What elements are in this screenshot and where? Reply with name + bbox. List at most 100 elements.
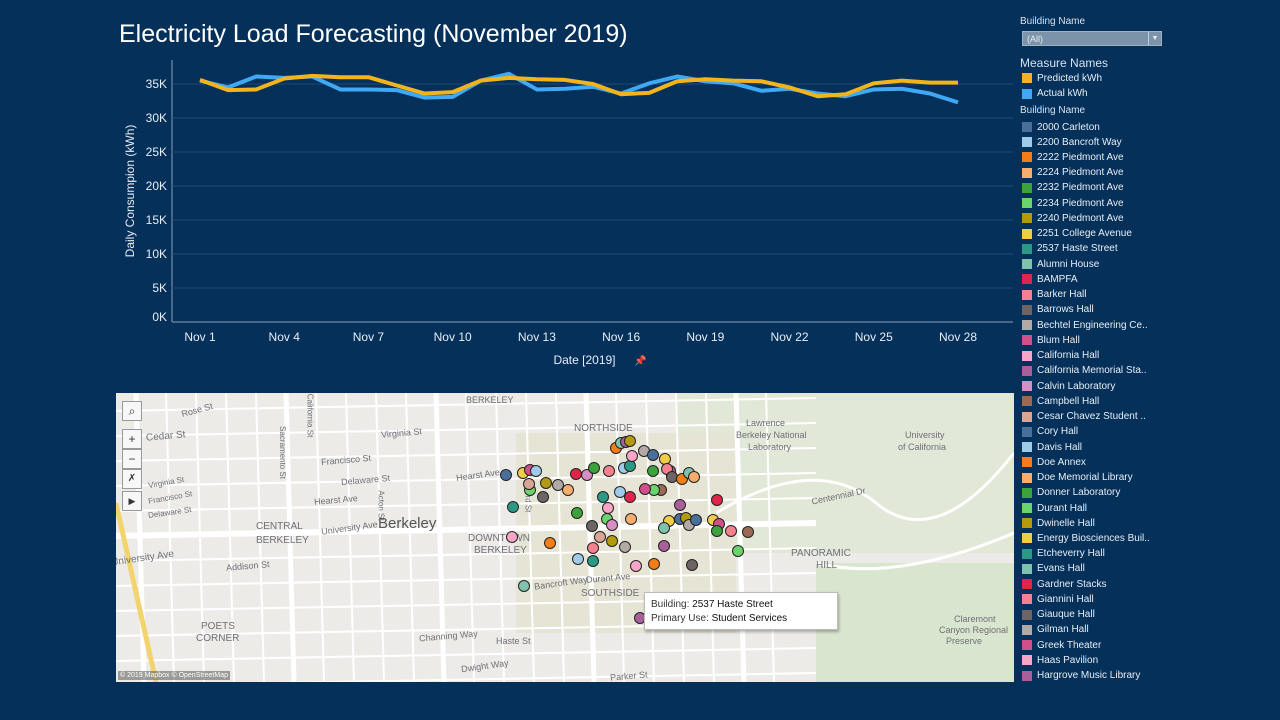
building-marker[interactable]: [625, 513, 637, 525]
building-legend-item[interactable]: 2232 Piedmont Ave: [1022, 181, 1124, 195]
chevron-down-icon[interactable]: ▼: [1148, 32, 1161, 45]
building-marker[interactable]: [562, 484, 574, 496]
building-legend-item[interactable]: 2224 Piedmont Ave: [1022, 166, 1124, 180]
x-tick-label: Nov 4: [269, 330, 301, 344]
zoom-out-button[interactable]: −: [122, 449, 142, 469]
building-marker[interactable]: [588, 462, 600, 474]
building-legend-item[interactable]: 2537 Haste Street: [1022, 242, 1118, 256]
building-marker[interactable]: [594, 531, 606, 543]
building-marker[interactable]: [732, 545, 744, 557]
building-marker[interactable]: [624, 435, 636, 447]
building-marker[interactable]: [523, 478, 535, 490]
building-legend-item[interactable]: Cory Hall: [1022, 425, 1078, 439]
building-legend-item[interactable]: Etcheverry Hall: [1022, 547, 1105, 561]
building-legend-item[interactable]: BAMPFA: [1022, 272, 1078, 286]
building-legend-item[interactable]: Energy Biosciences Buil..: [1022, 531, 1150, 545]
building-legend-item[interactable]: Durant Hall: [1022, 501, 1087, 515]
building-marker[interactable]: [690, 514, 702, 526]
building-legend-item[interactable]: 2234 Piedmont Ave: [1022, 196, 1124, 210]
building-marker[interactable]: [540, 477, 552, 489]
building-marker[interactable]: [626, 450, 638, 462]
series-line-actual-kwh[interactable]: [199, 71, 959, 105]
building-legend-item[interactable]: Alumni House: [1022, 257, 1099, 271]
building-marker[interactable]: [674, 499, 686, 511]
building-legend-item[interactable]: Giauque Hall: [1022, 608, 1095, 622]
building-marker[interactable]: [630, 560, 642, 572]
building-legend-item[interactable]: Doe Memorial Library: [1022, 471, 1133, 485]
building-legend-item[interactable]: Barker Hall: [1022, 288, 1086, 302]
building-filter-dropdown[interactable]: (All) ▼: [1022, 31, 1162, 46]
building-marker[interactable]: [619, 541, 631, 553]
building-marker[interactable]: [507, 501, 519, 513]
building-marker[interactable]: [537, 491, 549, 503]
legend-label: 2222 Piedmont Ave: [1037, 151, 1124, 163]
building-legend-item[interactable]: Davis Hall: [1022, 440, 1082, 454]
building-legend-item[interactable]: Dwinelle Hall: [1022, 516, 1095, 530]
building-legend-item[interactable]: Bechtel Engineering Ce..: [1022, 318, 1148, 332]
building-legend-item[interactable]: Doe Annex: [1022, 455, 1086, 469]
building-legend-item[interactable]: 2222 Piedmont Ave: [1022, 150, 1124, 164]
map-label: NORTHSIDE: [574, 423, 633, 434]
building-marker[interactable]: [530, 465, 542, 477]
building-marker[interactable]: [686, 559, 698, 571]
building-legend-item[interactable]: Greek Theater: [1022, 638, 1101, 652]
building-marker[interactable]: [603, 465, 615, 477]
building-marker[interactable]: [639, 483, 651, 495]
building-legend-item[interactable]: Donner Laboratory: [1022, 486, 1120, 500]
building-marker[interactable]: [648, 558, 660, 570]
building-legend-item[interactable]: Cesar Chavez Student ..: [1022, 410, 1146, 424]
series-line-predicted-kwh[interactable]: [199, 73, 958, 99]
building-marker[interactable]: [725, 525, 737, 537]
building-marker[interactable]: [587, 555, 599, 567]
building-legend-item[interactable]: California Hall: [1022, 349, 1099, 363]
building-legend-item[interactable]: 2240 Piedmont Ave: [1022, 211, 1124, 225]
x-tick-label: Nov 28: [939, 330, 977, 344]
building-marker[interactable]: [606, 535, 618, 547]
building-marker[interactable]: [742, 526, 754, 538]
building-marker[interactable]: [500, 469, 512, 481]
building-marker[interactable]: [624, 491, 636, 503]
building-legend-item[interactable]: Haas Pavilion: [1022, 653, 1098, 667]
building-marker[interactable]: [658, 522, 670, 534]
building-legend-item[interactable]: California Memorial Sta..: [1022, 364, 1146, 378]
building-marker[interactable]: [506, 531, 518, 543]
building-marker[interactable]: [586, 520, 598, 532]
building-marker[interactable]: [647, 449, 659, 461]
building-legend-item[interactable]: Evans Hall: [1022, 562, 1085, 576]
building-marker[interactable]: [658, 540, 670, 552]
building-marker[interactable]: [572, 553, 584, 565]
building-legend-item[interactable]: Hargrove Music Library: [1022, 669, 1140, 683]
building-legend-item[interactable]: Calvin Laboratory: [1022, 379, 1115, 393]
map-label: Lawrence: [746, 418, 786, 428]
building-marker[interactable]: [544, 537, 556, 549]
campus-map[interactable]: BERKELEY Rose St Cedar St Virginia St Franci…: [116, 393, 1014, 682]
building-marker[interactable]: [647, 465, 659, 477]
legend-label: Barker Hall: [1037, 289, 1087, 301]
building-marker[interactable]: [571, 507, 583, 519]
pin-reset-icon[interactable]: ✗: [122, 469, 142, 489]
building-marker[interactable]: [688, 471, 700, 483]
building-marker[interactable]: [518, 580, 530, 592]
map-search-icon[interactable]: ⌕: [122, 401, 142, 421]
building-legend-item[interactable]: 2000 Carleton: [1022, 120, 1100, 134]
building-legend-item[interactable]: Gardner Stacks: [1022, 577, 1106, 591]
building-legend-item[interactable]: Campbell Hall: [1022, 394, 1099, 408]
building-legend-item[interactable]: Blum Hall: [1022, 333, 1080, 347]
building-legend-item[interactable]: Barrows Hall: [1022, 303, 1094, 317]
building-legend-item[interactable]: 2200 Bancroft Way: [1022, 135, 1122, 149]
zoom-in-button[interactable]: +: [122, 429, 142, 449]
building-marker[interactable]: [597, 491, 609, 503]
play-arrow-icon[interactable]: ▶: [122, 491, 142, 511]
building-legend-item[interactable]: Giannini Hall: [1022, 592, 1094, 606]
building-marker[interactable]: [711, 494, 723, 506]
color-swatch: [1022, 167, 1032, 178]
pin-icon[interactable]: 📌: [634, 354, 647, 367]
building-marker[interactable]: [711, 525, 723, 537]
measure-legend-item[interactable]: Actual kWh: [1022, 87, 1088, 101]
x-tick-label: Nov 7: [353, 330, 385, 344]
building-legend-item[interactable]: Gilman Hall: [1022, 623, 1089, 637]
building-legend-item[interactable]: 2251 College Avenue: [1022, 227, 1132, 241]
measure-legend-item[interactable]: Predicted kWh: [1022, 71, 1102, 85]
building-marker[interactable]: [587, 542, 599, 554]
building-marker[interactable]: [606, 519, 618, 531]
